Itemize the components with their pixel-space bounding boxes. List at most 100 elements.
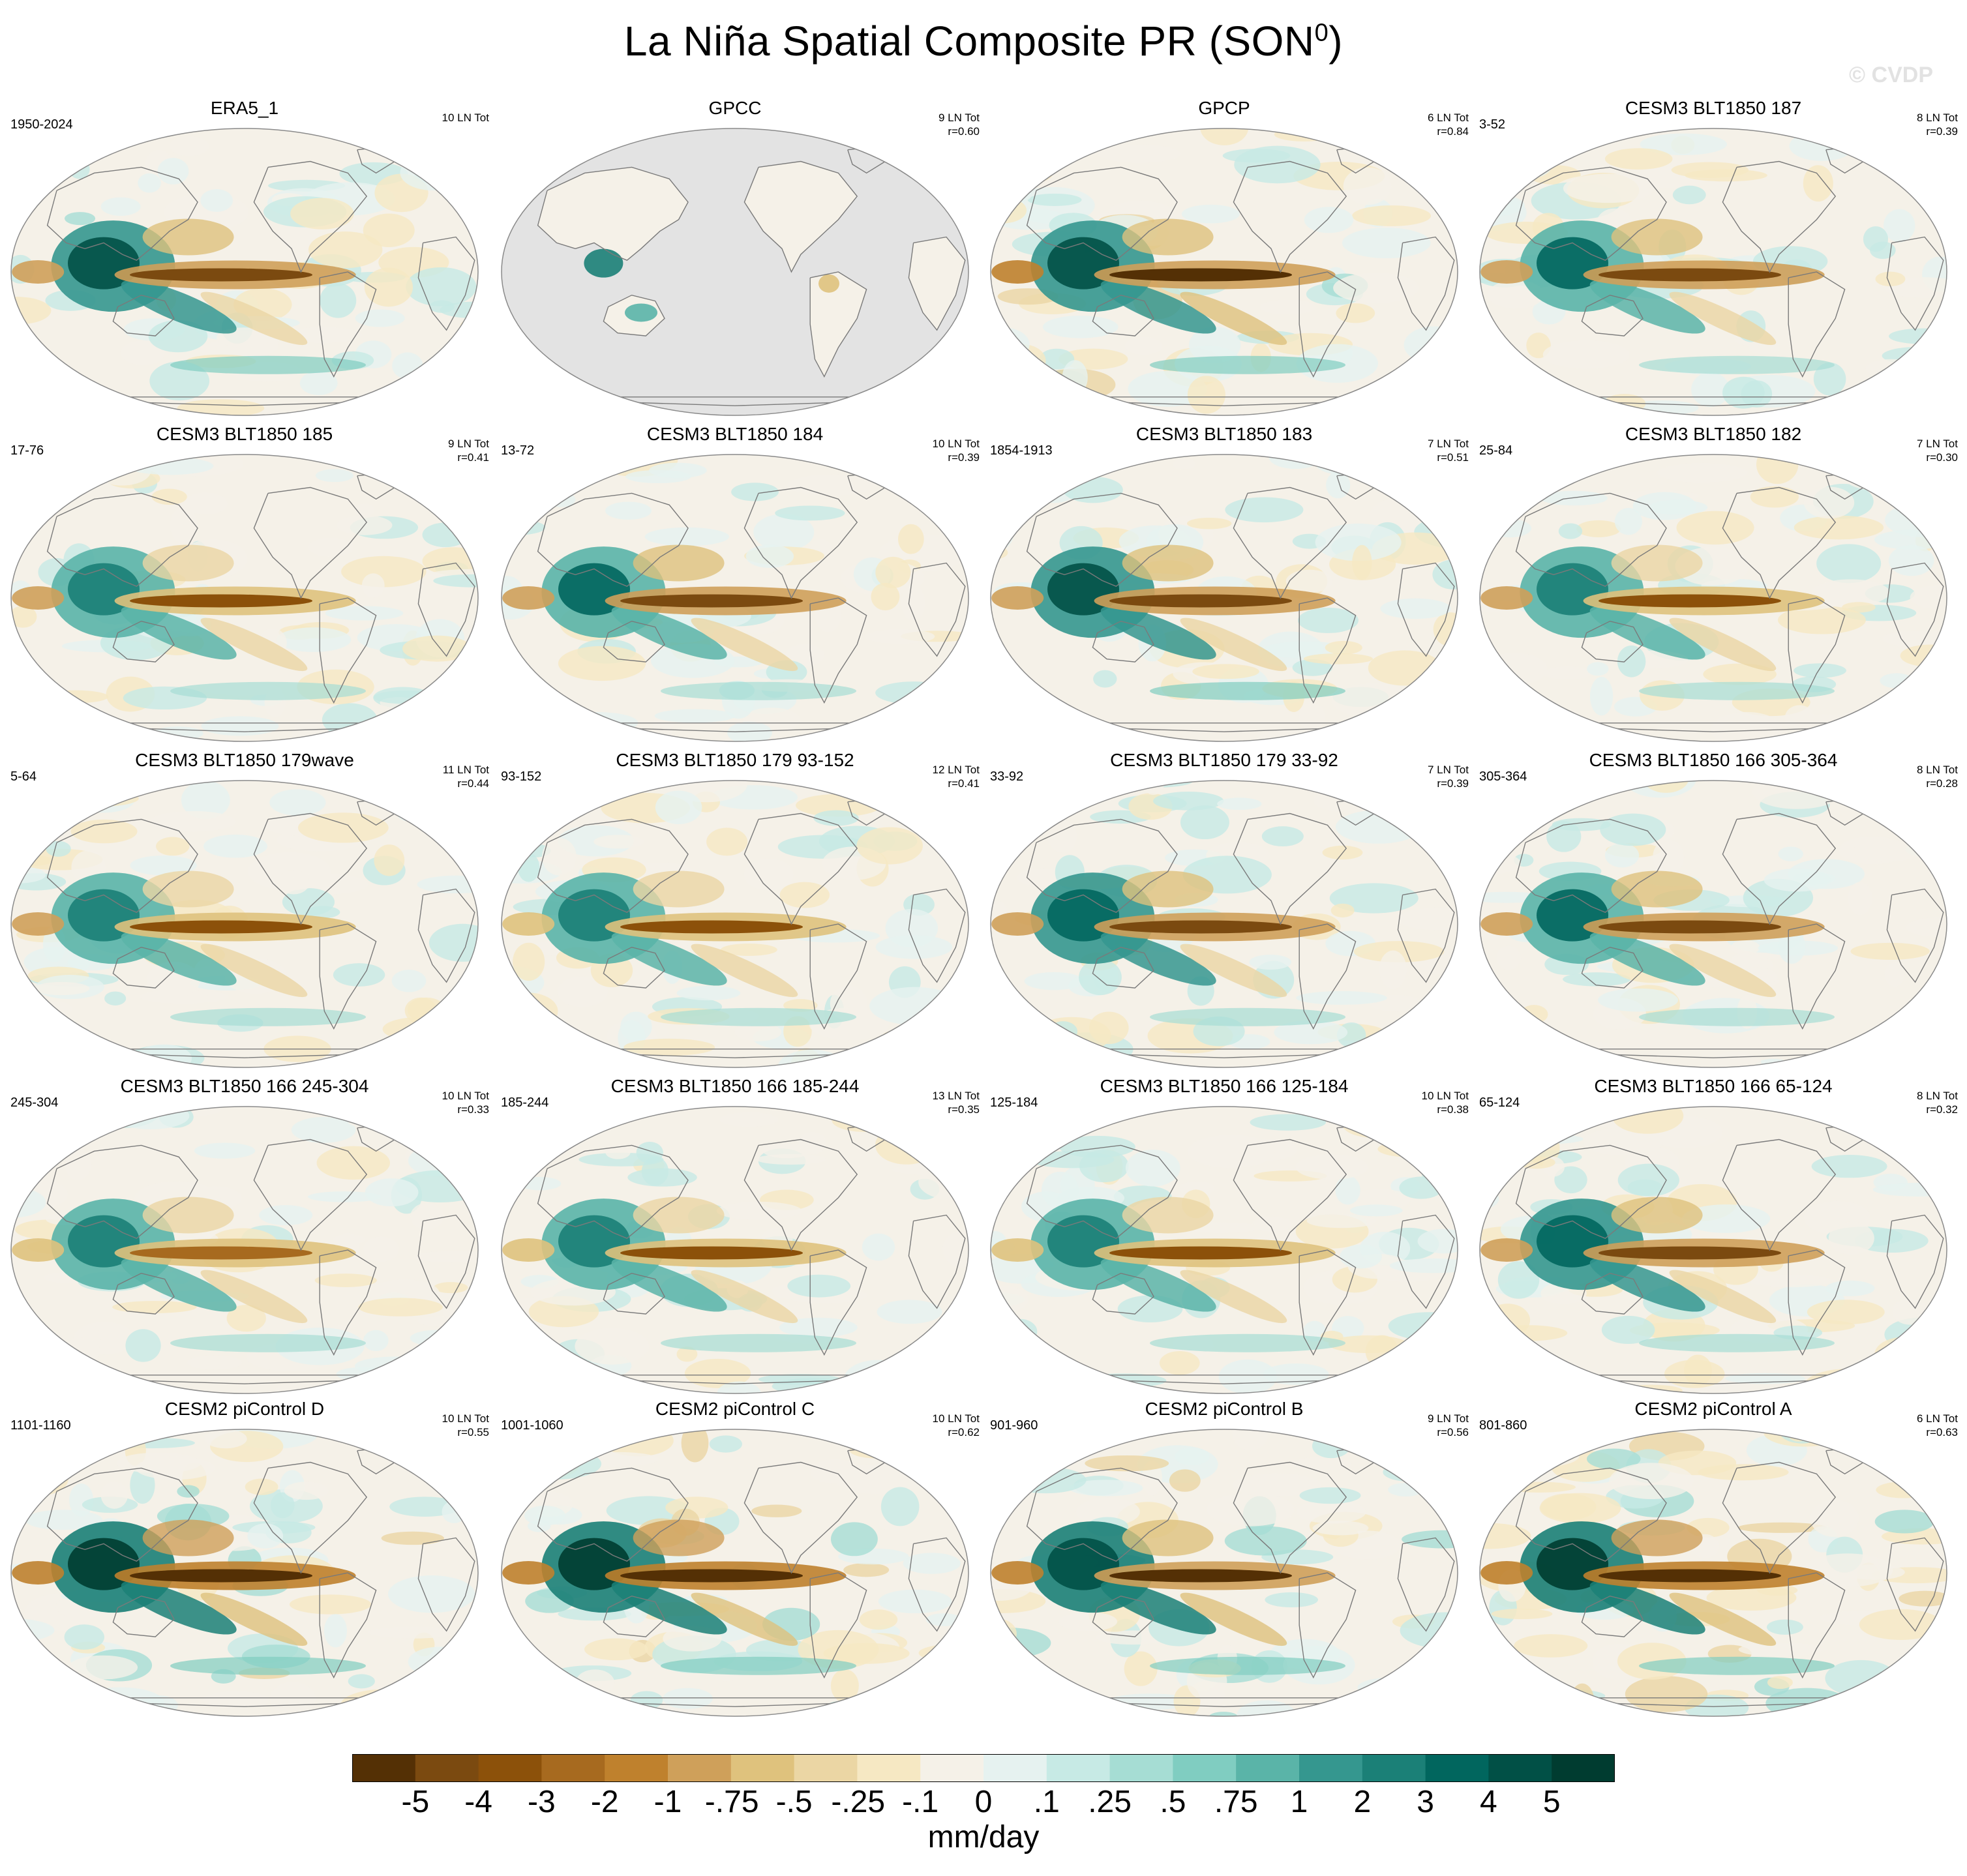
anomaly-blob bbox=[918, 1108, 943, 1124]
anomaly-blob bbox=[517, 709, 566, 726]
anomaly-blob bbox=[1124, 336, 1163, 355]
coastline bbox=[319, 271, 377, 378]
anomaly-blob bbox=[502, 511, 527, 524]
panel-stats: 10 LN Tot r=0.33 bbox=[442, 1089, 489, 1116]
coastline bbox=[417, 888, 475, 983]
anomaly-blob bbox=[1614, 507, 1643, 535]
coastline bbox=[1026, 166, 1178, 261]
anomaly-blob bbox=[948, 1495, 968, 1511]
colorbar-tick-label: -4 bbox=[464, 1785, 492, 1819]
anomaly-blob bbox=[1313, 787, 1397, 814]
panel-title: CESM3 BLT1850 185 bbox=[156, 424, 333, 444]
precip-anomaly-map bbox=[10, 128, 479, 416]
anomaly-blob bbox=[1682, 1204, 1771, 1233]
dry-anomaly-north-pacific bbox=[142, 544, 234, 582]
anomaly-blob bbox=[269, 789, 326, 816]
anomaly-blob bbox=[1846, 469, 1924, 492]
anomaly-blob bbox=[1315, 523, 1402, 561]
anomaly-blob bbox=[201, 716, 279, 736]
anomaly-blob bbox=[1340, 1244, 1382, 1269]
dry-anomaly-core bbox=[620, 920, 803, 934]
coastline bbox=[1581, 1595, 1644, 1637]
coastline bbox=[1092, 1272, 1154, 1315]
dry-anomaly-core bbox=[1109, 920, 1292, 934]
wet-anomaly-southern-ocean bbox=[170, 355, 366, 374]
coastline bbox=[1515, 492, 1667, 587]
coastline bbox=[809, 923, 867, 1030]
anomaly-blob bbox=[1576, 520, 1621, 537]
anomaly-blob bbox=[1535, 377, 1561, 406]
coastline bbox=[809, 597, 867, 704]
coastline bbox=[537, 818, 689, 913]
wet-anomaly-spcz bbox=[611, 1258, 727, 1312]
colorbar-swatch bbox=[857, 1754, 921, 1782]
anomaly-blob bbox=[880, 722, 955, 741]
anomaly-blob bbox=[915, 781, 968, 798]
anomaly-blob bbox=[575, 1328, 650, 1365]
anomaly-blob bbox=[1432, 1479, 1458, 1500]
colorbar-swatch bbox=[794, 1754, 858, 1782]
anomaly-blob bbox=[141, 1695, 178, 1716]
anomaly-blob bbox=[1331, 683, 1414, 718]
coastline bbox=[319, 923, 377, 1030]
anomaly-blob bbox=[859, 1609, 898, 1630]
panel-stats: 6 LN Tot r=0.63 bbox=[1917, 1412, 1958, 1439]
panel-years: 245-304 bbox=[10, 1095, 59, 1110]
dry-anomaly-core bbox=[620, 594, 803, 608]
anomaly-blob bbox=[1169, 1469, 1201, 1492]
panel-years: 3-52 bbox=[1479, 117, 1506, 132]
anomaly-blob bbox=[558, 646, 646, 681]
anomaly-blob bbox=[68, 1655, 138, 1680]
anomaly-blob bbox=[411, 374, 466, 395]
panel-event-count: 6 LN Tot bbox=[1916, 1412, 1958, 1425]
anomaly-blob bbox=[1880, 673, 1914, 689]
panel-stats: 8 LN Tot r=0.28 bbox=[1917, 763, 1958, 790]
dry-anomaly-core bbox=[130, 920, 312, 934]
dry-anomaly-north-pacific bbox=[633, 1197, 725, 1234]
panel-event-count: 7 LN Tot bbox=[1427, 438, 1469, 450]
anomaly-blob bbox=[1872, 464, 1917, 496]
anomaly-blob bbox=[1047, 404, 1123, 415]
dry-anomaly-indian-ocean bbox=[991, 586, 1044, 610]
coastline bbox=[253, 1461, 368, 1574]
anomaly-blob bbox=[1480, 454, 1540, 473]
anomaly-blob bbox=[1891, 699, 1922, 729]
anomaly-blob bbox=[447, 1429, 474, 1467]
anomaly-blob bbox=[422, 522, 469, 548]
anomaly-blob bbox=[325, 606, 404, 621]
panel-stats: 9 LN Tot r=0.56 bbox=[1428, 1412, 1469, 1439]
anomaly-blob bbox=[1265, 1592, 1319, 1607]
colorbar-frame bbox=[352, 1754, 1615, 1782]
anomaly-blob bbox=[402, 1036, 478, 1067]
anomaly-blob bbox=[1589, 677, 1614, 716]
panel-pattern-correlation: r=0.55 bbox=[457, 1426, 489, 1438]
anomaly-blob bbox=[1738, 1642, 1823, 1657]
panel-years: 125-184 bbox=[990, 1095, 1038, 1110]
panel-pattern-correlation: r=0.39 bbox=[948, 451, 980, 464]
anomaly-blob bbox=[880, 1487, 920, 1526]
colorbar-swatch bbox=[1046, 1754, 1111, 1782]
anomaly-blob bbox=[1043, 400, 1088, 415]
anomaly-blob bbox=[170, 136, 209, 156]
panel-years: 13-72 bbox=[501, 443, 535, 458]
wet-anomaly-southern-ocean bbox=[1150, 355, 1345, 374]
coastline bbox=[1515, 166, 1667, 261]
anomaly-blob bbox=[1259, 299, 1317, 315]
anomaly-blob bbox=[1303, 653, 1373, 664]
panel-event-count: 13 LN Tot bbox=[932, 1090, 980, 1102]
anomaly-blob bbox=[1875, 271, 1906, 287]
anomaly-blob bbox=[1357, 1677, 1428, 1698]
anomaly-blob bbox=[70, 819, 138, 844]
anomaly-blob bbox=[1488, 519, 1531, 538]
anomaly-blob bbox=[1352, 205, 1432, 226]
wet-anomaly-southern-ocean bbox=[170, 1007, 366, 1026]
coastline bbox=[253, 160, 368, 273]
coastline bbox=[1722, 812, 1837, 925]
dry-anomaly-north-pacific bbox=[1122, 218, 1214, 256]
anomaly-blob bbox=[1412, 698, 1458, 716]
anomaly-blob bbox=[1497, 1261, 1540, 1299]
anomaly-blob bbox=[382, 1017, 453, 1041]
dry-anomaly-core bbox=[1599, 268, 1781, 282]
anomaly-blob bbox=[843, 1562, 890, 1577]
anomaly-blob bbox=[1342, 1109, 1405, 1138]
